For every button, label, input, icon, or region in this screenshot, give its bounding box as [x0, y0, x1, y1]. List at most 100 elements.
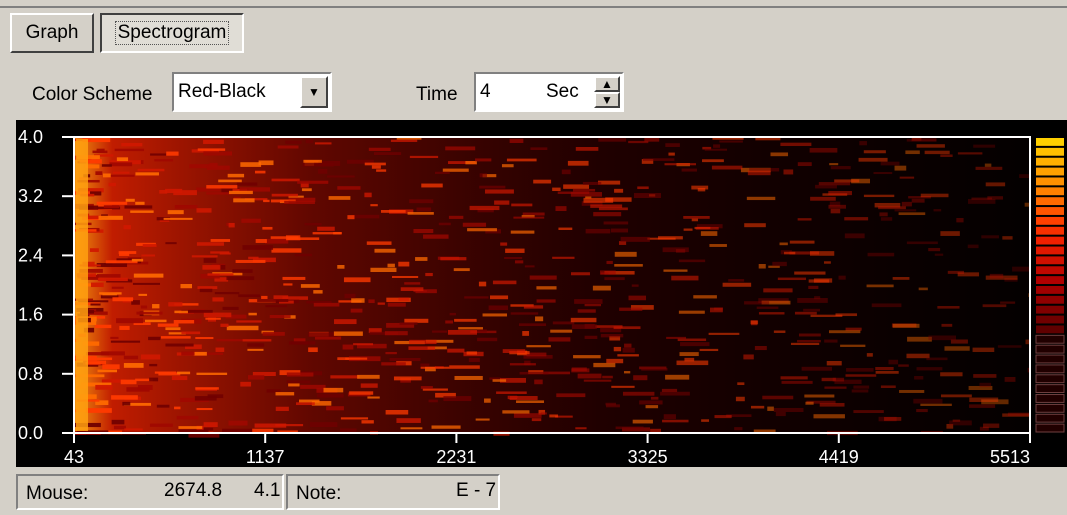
time-increment-button[interactable]: ▲	[594, 76, 620, 92]
spectrogram-streak	[815, 184, 837, 189]
spectrogram-chart[interactable]: 4.0 3.2 2.4 1.6 0.8 0.0 43 1137 2231 3325 4419 551…	[16, 120, 1067, 467]
spectrogram-streak	[846, 368, 874, 372]
spectrogram-streak	[305, 139, 314, 144]
spectrogram-streak	[435, 392, 456, 398]
spectrogram-streak	[604, 277, 625, 281]
spectrogram-streak	[381, 362, 406, 366]
spectrogram-streak	[780, 376, 808, 380]
spectrogram-streak	[822, 193, 848, 196]
spectrogram-streak	[132, 282, 161, 285]
spectrogram-streak	[174, 310, 188, 314]
spectrogram-streak	[180, 284, 193, 289]
spectrogram-streak	[196, 208, 212, 213]
spectrogram-streak	[750, 320, 759, 325]
spectrogram-streak	[135, 201, 145, 205]
spectrogram-streak	[205, 317, 221, 320]
spectrogram-streak	[700, 231, 718, 236]
spectrogram-streak	[502, 410, 530, 414]
spectrogram-streak	[77, 179, 100, 183]
spectrogram-streak	[808, 285, 819, 290]
spectrogram-streak	[844, 217, 869, 221]
spectrogram-streak	[188, 432, 220, 438]
spectrogram-panel[interactable]: 4.0 3.2 2.4 1.6 0.8 0.0 43 1137 2231 3325 4419 551…	[16, 120, 1067, 467]
spectrogram-streak	[148, 336, 161, 341]
spectrogram-streak	[790, 342, 820, 346]
spectrogram-streak	[509, 363, 536, 366]
spectrogram-streak	[133, 273, 164, 278]
spectrogram-streak	[633, 193, 661, 198]
spectrogram-streak	[443, 396, 472, 402]
spectrogram-streak	[829, 163, 839, 166]
spectrogram-streak	[78, 188, 104, 193]
spectrogram-streak	[123, 225, 131, 230]
spectrogram-streak	[577, 309, 596, 313]
spectrogram-streak	[571, 368, 590, 373]
color-scheme-value: Red-Black	[178, 81, 266, 102]
spectrogram-streak	[310, 422, 338, 428]
legend-swatch	[1036, 138, 1064, 146]
spectrogram-streak	[447, 348, 465, 353]
spectrogram-streak	[313, 302, 340, 307]
spectrogram-streak	[650, 396, 659, 400]
spectrogram-streak	[415, 257, 428, 261]
time-spinner[interactable]: 4 Sec ▲ ▼	[474, 72, 624, 112]
spectrogram-streak	[92, 150, 108, 154]
spectrogram-streak	[510, 304, 534, 307]
time-input[interactable]: 4	[480, 81, 491, 102]
color-scheme-dropdown-button[interactable]: ▼	[300, 76, 328, 108]
spectrogram-streak	[552, 256, 575, 259]
tab-spectrogram[interactable]: Spectrogram	[100, 13, 244, 53]
spectrogram-streak	[632, 419, 653, 424]
spectrogram-streak	[385, 351, 397, 355]
spectrogram-streak	[744, 301, 770, 305]
spectrogram-streak	[613, 326, 641, 330]
spectrogram-streak	[285, 140, 302, 144]
spectrogram-streak	[758, 312, 785, 315]
spectrogram-streak	[327, 175, 355, 178]
spectrogram-streak	[754, 346, 767, 351]
spectrogram-streak	[79, 268, 103, 273]
y-tick-label: 2.4	[18, 245, 43, 265]
spectrogram-streak	[85, 408, 112, 413]
spectrogram-streak	[709, 307, 723, 313]
spectrogram-streak	[770, 152, 789, 157]
spectrogram-streak	[905, 150, 920, 155]
spectrogram-streak	[557, 191, 590, 194]
spectrogram-streak	[400, 287, 424, 291]
spectrogram-streak	[110, 340, 141, 343]
spectrogram-streak	[248, 375, 265, 380]
spectrogram-streak	[141, 254, 156, 257]
spectrogram-streak	[522, 212, 545, 216]
spectrogram-streak	[425, 339, 454, 343]
spectrogram-streak	[823, 261, 831, 264]
spectrogram-streak	[240, 162, 262, 167]
spectrogram-streak	[370, 267, 397, 273]
spectrogram-streak	[275, 392, 295, 396]
spectrogram-streak	[814, 296, 821, 300]
spectrogram-streak	[552, 187, 561, 192]
color-scheme-select[interactable]: Red-Black ▼	[172, 72, 332, 112]
spectrogram-streak	[112, 297, 133, 302]
spectrogram-streak	[425, 272, 433, 277]
spectrogram-streak	[360, 383, 378, 388]
tab-graph[interactable]: Graph	[10, 13, 94, 53]
y-tick-label: 0.0	[18, 423, 43, 443]
spectrogram-streak	[492, 379, 507, 382]
spectrogram-streaks	[74, 137, 1030, 438]
spectrogram-streak	[454, 318, 477, 322]
spectrogram-streak	[572, 188, 596, 192]
spectrogram-streak	[413, 289, 427, 293]
spectrogram-streak	[981, 399, 1009, 405]
legend-swatch	[1035, 354, 1065, 364]
spectrogram-streak	[404, 282, 421, 285]
spectrogram-streak	[300, 182, 309, 188]
spectrogram-streak	[206, 192, 232, 195]
spectrogram-streak	[853, 410, 884, 414]
spectrogram-streak	[202, 265, 221, 270]
spectrogram-streak	[96, 274, 121, 278]
spectrogram-streak	[1007, 412, 1030, 416]
spectrogram-streak	[275, 406, 289, 411]
legend-swatch	[1036, 305, 1064, 314]
spectrogram-streak	[103, 174, 135, 177]
time-decrement-button[interactable]: ▼	[594, 92, 620, 108]
